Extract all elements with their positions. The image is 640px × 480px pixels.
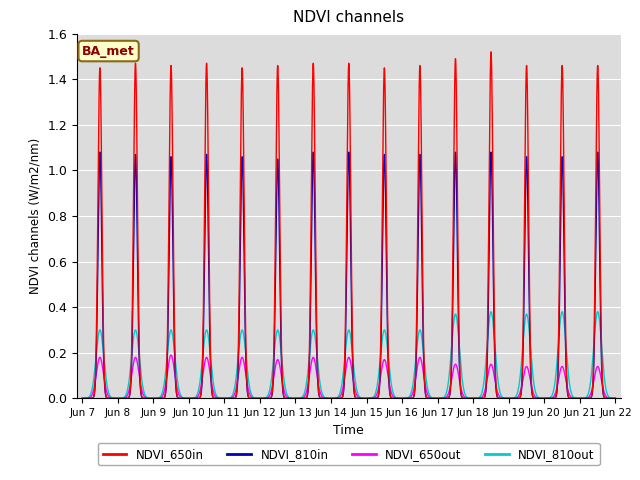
Line: NDVI_650out: NDVI_650out — [82, 355, 616, 398]
NDVI_810out — [422, 377, 430, 383]
Line: NDVI_810out: NDVI_810out — [82, 312, 616, 398]
Title: NDVI channels: NDVI channels — [293, 11, 404, 25]
NDVI_650in — [610, 396, 618, 401]
NDVI_810out — [278, 356, 285, 361]
Legend: NDVI_650in, NDVI_810in, NDVI_650out, NDVI_810out: NDVI_650in, NDVI_810in, NDVI_650out, NDV… — [98, 443, 600, 466]
NDVI_650in — [278, 358, 285, 363]
NDVI_650out — [612, 396, 620, 401]
NDVI_810in — [610, 396, 618, 401]
NDVI_650out — [422, 387, 430, 393]
NDVI_650in — [193, 396, 200, 401]
NDVI_810in — [193, 396, 200, 401]
X-axis label: Time: Time — [333, 424, 364, 437]
NDVI_650in — [422, 394, 430, 399]
NDVI_810in — [78, 396, 86, 401]
NDVI_650out — [193, 395, 200, 401]
NDVI_650out — [187, 396, 195, 401]
NDVI_650out — [610, 396, 618, 401]
NDVI_810out — [594, 309, 602, 315]
NDVI_810out — [193, 394, 200, 399]
NDVI_810out — [187, 396, 195, 401]
NDVI_810in — [187, 396, 195, 401]
NDVI_650out — [498, 395, 506, 401]
Line: NDVI_650in: NDVI_650in — [82, 52, 616, 398]
NDVI_810out — [610, 396, 618, 401]
NDVI_650in — [187, 396, 195, 401]
NDVI_810out — [612, 396, 620, 401]
NDVI_810out — [78, 396, 86, 401]
Text: BA_met: BA_met — [82, 45, 135, 58]
NDVI_650in — [487, 49, 495, 55]
NDVI_650in — [612, 396, 620, 401]
NDVI_650out — [78, 396, 86, 401]
NDVI_810out — [498, 394, 506, 399]
NDVI_810in — [498, 396, 506, 401]
Y-axis label: NDVI channels (W/m2/nm): NDVI channels (W/m2/nm) — [29, 138, 42, 294]
NDVI_810in — [278, 368, 285, 374]
NDVI_650in — [498, 396, 506, 401]
NDVI_810in — [594, 149, 602, 155]
Line: NDVI_810in: NDVI_810in — [82, 152, 616, 398]
NDVI_810in — [422, 394, 430, 400]
NDVI_650out — [167, 352, 175, 358]
NDVI_650in — [78, 396, 86, 401]
NDVI_810in — [612, 396, 620, 401]
NDVI_650out — [278, 376, 285, 382]
